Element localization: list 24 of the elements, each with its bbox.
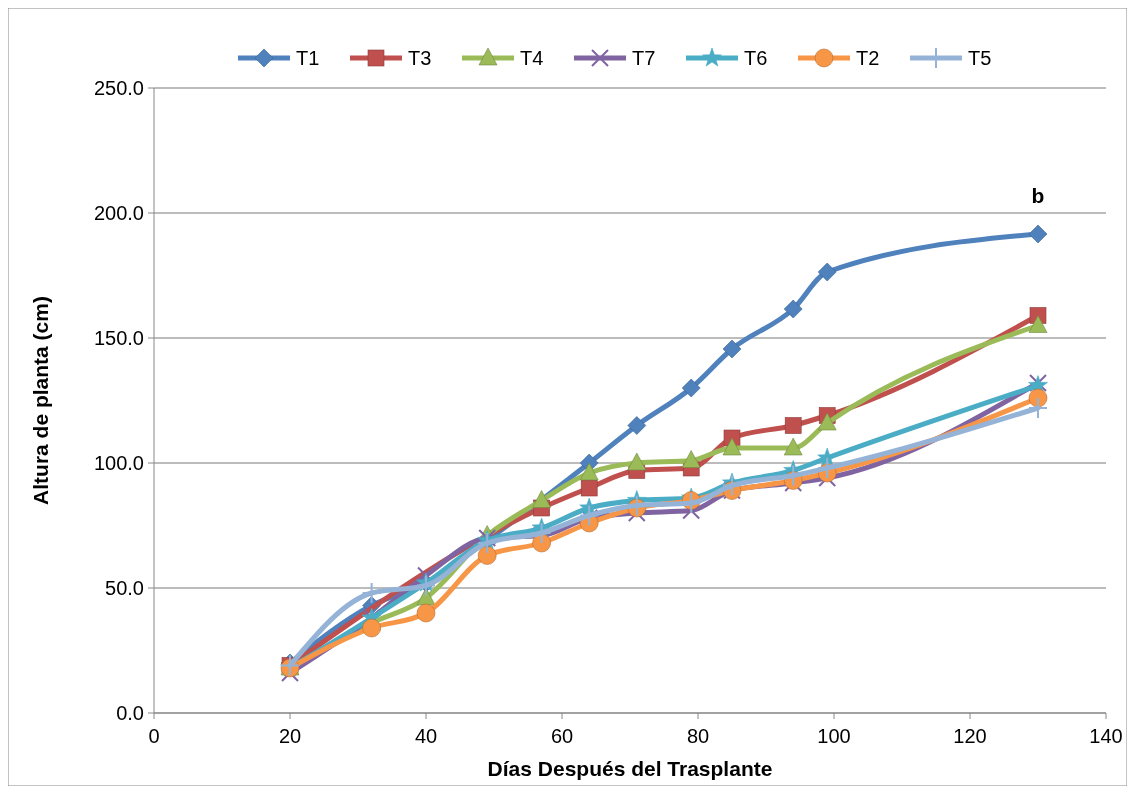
legend-label: T7 xyxy=(632,47,656,69)
legend-label: T4 xyxy=(520,47,544,69)
x-tick-label: 60 xyxy=(550,725,574,747)
y-tick-label: 250.0 xyxy=(93,77,144,99)
x-tick-label: 100 xyxy=(817,725,851,747)
legend-label: T1 xyxy=(296,47,320,69)
y-tick-label: 50.0 xyxy=(105,577,144,599)
legend-label: T6 xyxy=(744,47,768,69)
x-tick-label: 40 xyxy=(414,725,438,747)
x-axis-title: Días Después del Trasplante xyxy=(487,757,773,780)
x-tick-label: 20 xyxy=(278,725,302,747)
y-tick-label: 100.0 xyxy=(93,452,144,474)
annotation: b xyxy=(1031,184,1045,208)
x-tick-label: 80 xyxy=(686,725,710,747)
legend-label: T5 xyxy=(968,47,992,69)
legend-label: T2 xyxy=(856,47,880,69)
x-tick-label: 140 xyxy=(1089,725,1123,747)
y-axis-title: Altura de planta (cm) xyxy=(29,296,52,505)
x-tick-label: 0 xyxy=(148,725,160,747)
x-tick-label: 120 xyxy=(953,725,987,747)
legend-label: T3 xyxy=(408,47,432,69)
y-tick-label: 200.0 xyxy=(93,202,144,224)
y-tick-label: 0.0 xyxy=(116,702,144,724)
y-tick-label: 150.0 xyxy=(93,327,144,349)
